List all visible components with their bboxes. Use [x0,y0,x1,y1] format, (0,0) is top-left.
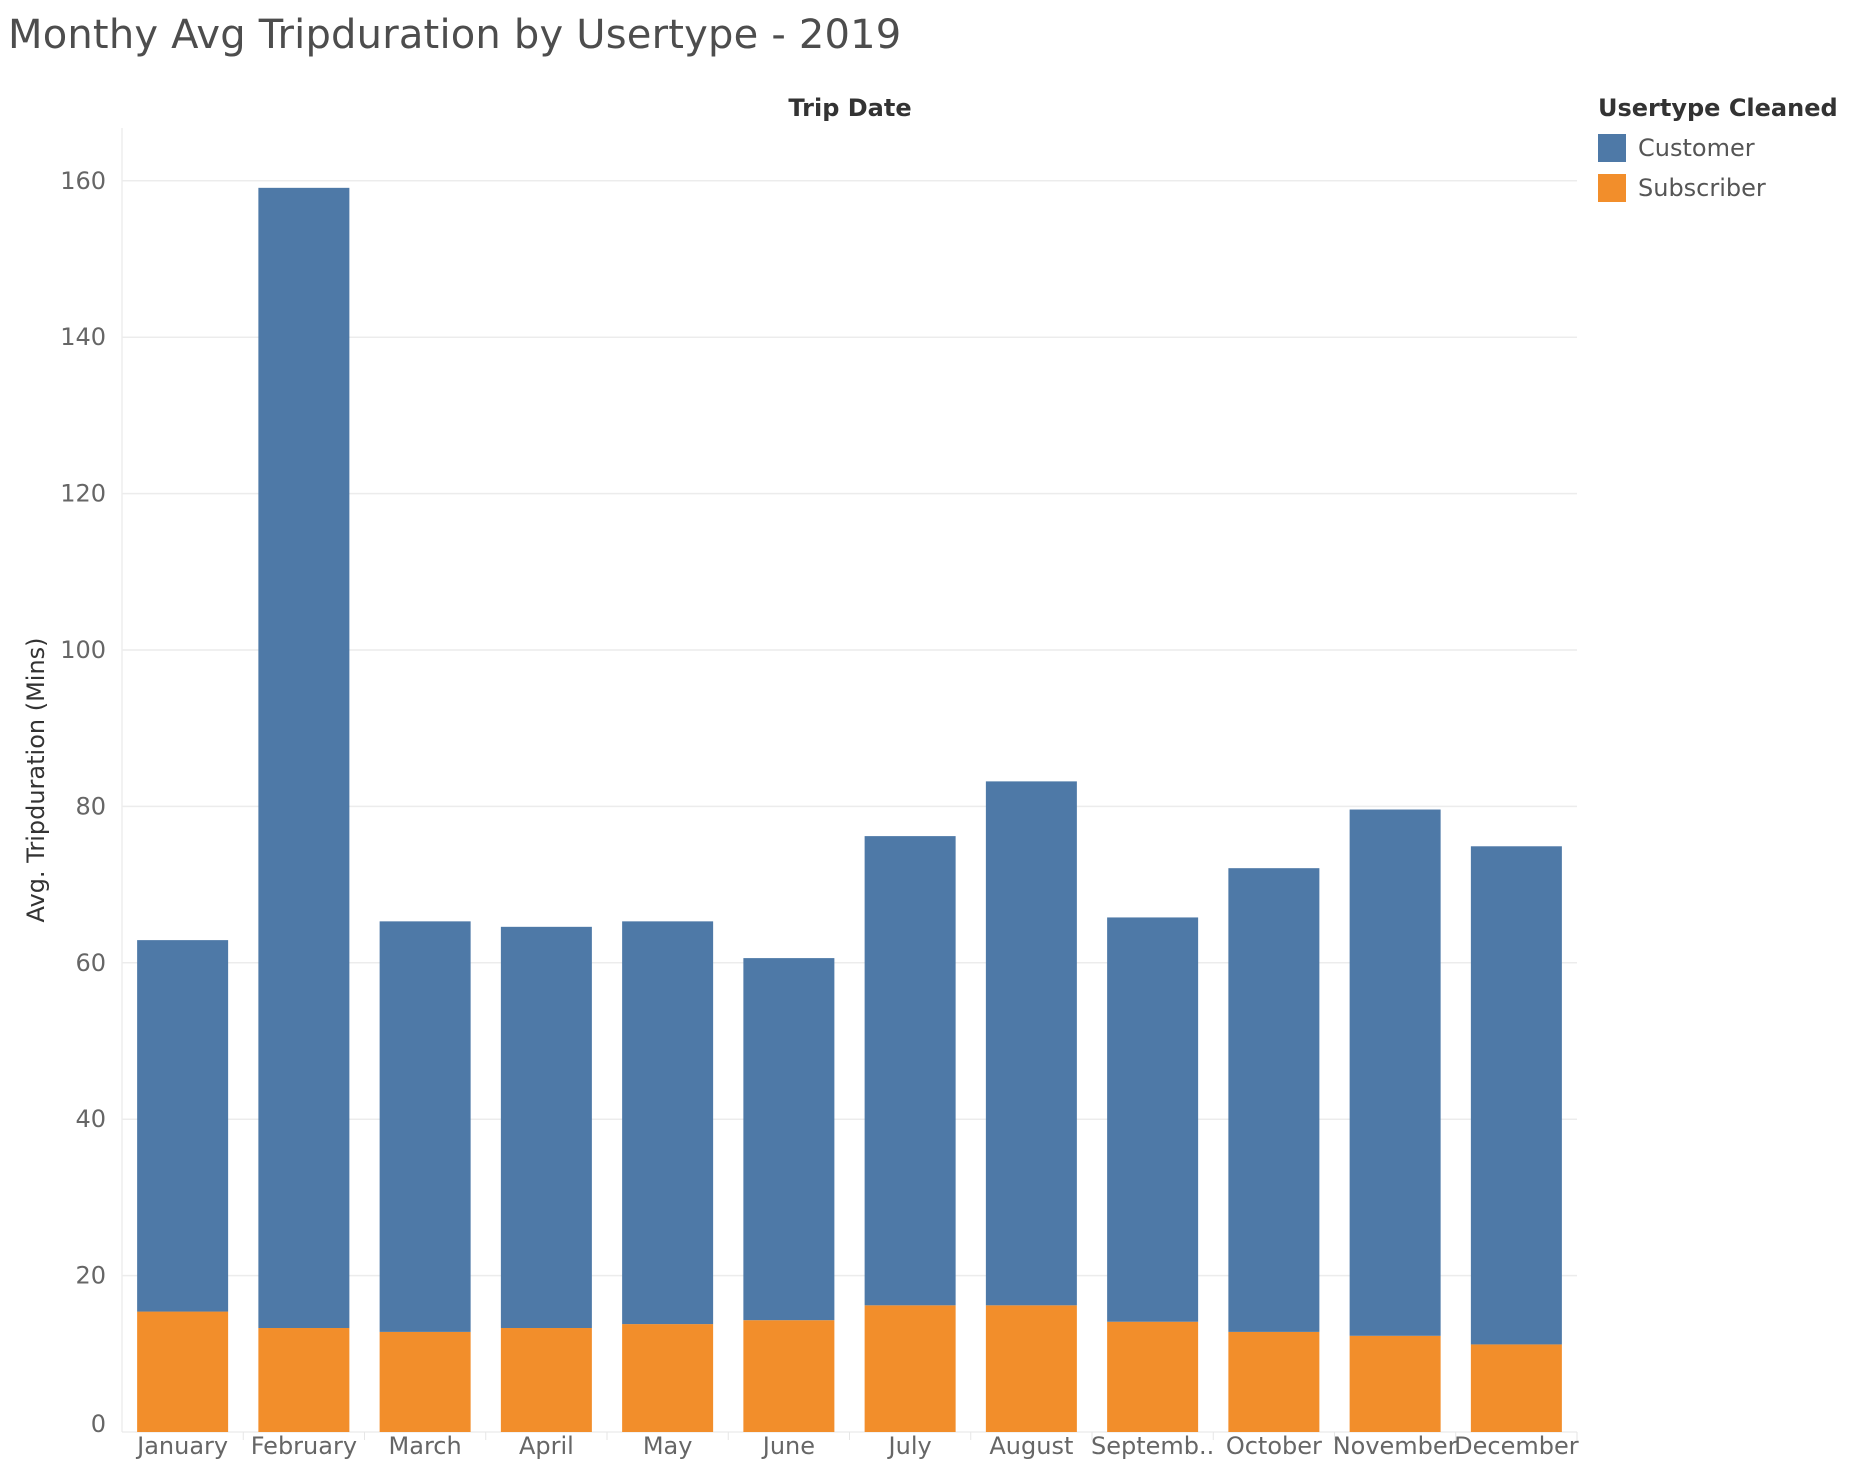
bar-customer-2 [258,187,350,1328]
x-tick-label: August [989,1432,1073,1460]
chart-title: Monthy Avg Tripduration by Usertype - 20… [8,12,902,58]
bar-subscriber-12 [1470,1344,1562,1432]
legend-item-customer[interactable]: Customer [1598,128,1838,168]
bar-subscriber-9 [1107,1321,1199,1432]
y-tick-label: 160 [60,167,106,195]
x-tick-label: December [1454,1432,1579,1460]
bar-customer-7 [864,836,956,1306]
bar-subscriber-11 [1349,1335,1441,1432]
legend-swatch-customer [1598,134,1626,162]
bar-customer-4 [500,926,592,1328]
bar-customer-10 [1228,868,1320,1332]
legend-title: Usertype Cleaned [1598,94,1838,122]
y-axis-ticks: 0 20 40 60 80 100 120 140 160 [60,167,106,1438]
y-tick-label: 140 [60,323,106,351]
bars [137,187,1562,1432]
x-tick-label: March [389,1432,462,1460]
x-tick-label: February [251,1432,357,1460]
y-tick-label: 100 [60,636,106,664]
bar-subscriber-3 [379,1331,471,1432]
bar-subscriber-5 [622,1324,714,1432]
legend: Usertype Cleaned Customer Subscriber [1598,94,1838,208]
bar-subscriber-6 [743,1320,835,1432]
bar-customer-1 [137,940,229,1312]
bar-chart: 0 20 40 60 80 100 120 140 160 January February Mar… [22,94,1579,1460]
x-tick-label: October [1226,1432,1322,1460]
x-tick-label: April [519,1432,574,1460]
bar-customer-9 [1107,917,1199,1322]
x-tick-label: January [135,1432,228,1460]
bar-subscriber-10 [1228,1331,1320,1432]
y-tick-label: 40 [75,1105,106,1133]
x-tick-label: July [887,1432,932,1460]
bar-subscriber-1 [137,1311,229,1432]
bar-subscriber-4 [500,1327,592,1432]
column-header: Trip Date [788,94,911,122]
bar-customer-11 [1349,809,1441,1336]
bar-customer-5 [622,921,714,1325]
y-tick-label: 60 [75,949,106,977]
x-tick-label: November [1333,1432,1458,1460]
y-tick-label: 120 [60,480,106,508]
bar-customer-12 [1470,846,1562,1345]
x-tick-label: Septemb.. [1091,1432,1214,1460]
bar-subscriber-7 [864,1305,956,1432]
y-tick-label: 20 [75,1262,106,1290]
legend-label-customer: Customer [1638,134,1755,162]
y-axis-label: Avg. Tripduration (Mins) [22,637,50,922]
legend-label-subscriber: Subscriber [1638,174,1766,202]
bar-customer-8 [985,781,1077,1306]
legend-item-subscriber[interactable]: Subscriber [1598,168,1838,208]
y-tick-label: 0 [91,1410,106,1438]
x-axis-ticks: January February March April May June July Augu… [135,1432,1579,1460]
y-tick-label: 80 [75,792,106,820]
bar-customer-6 [743,958,835,1321]
bar-subscriber-8 [985,1305,1077,1432]
bar-subscriber-2 [258,1327,350,1432]
x-tick-label: June [761,1432,815,1460]
legend-swatch-subscriber [1598,174,1626,202]
x-tick-label: May [643,1432,693,1460]
bar-customer-3 [379,921,471,1332]
